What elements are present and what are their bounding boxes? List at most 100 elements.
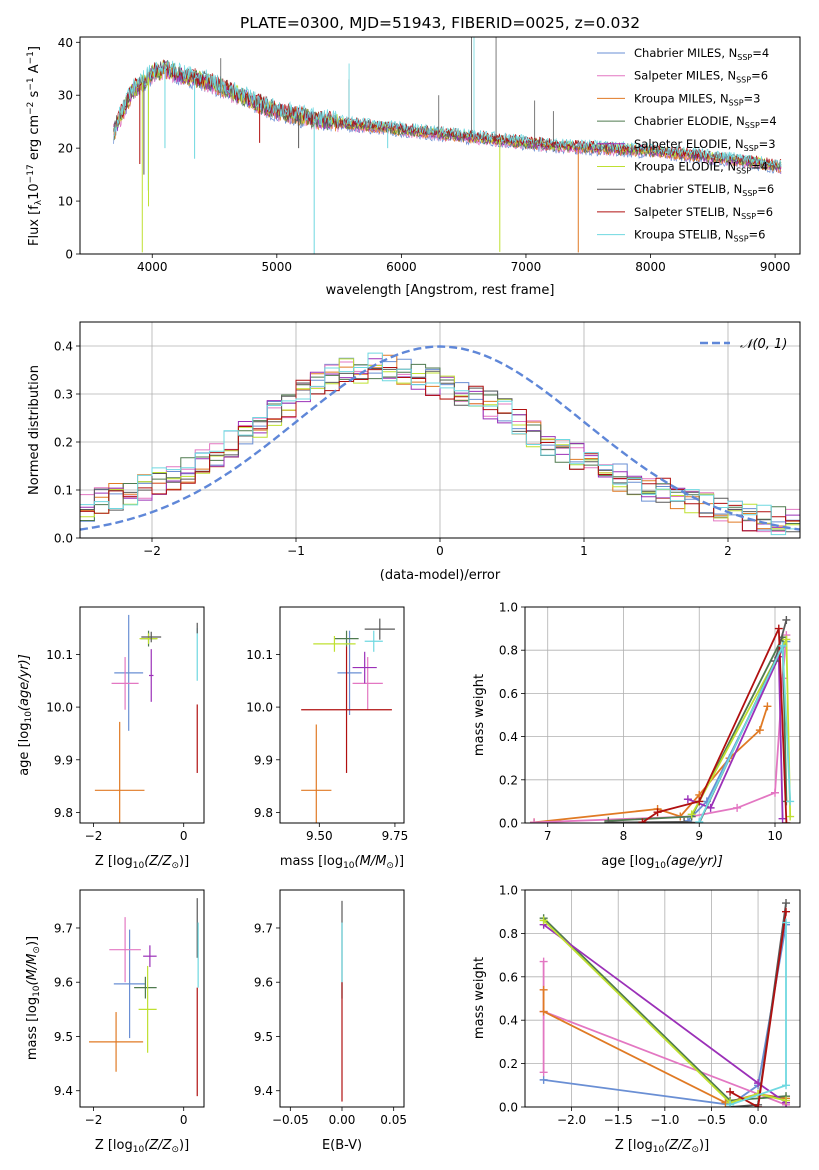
- y-tick-label: 9.7: [54, 921, 73, 935]
- salpeter_elodie-errorbar-point: [352, 651, 377, 684]
- mass-ebv-xlabel: E(B-V): [322, 1138, 362, 1153]
- kroupa_miles-errorbar-point: [301, 724, 332, 823]
- kroupa_elodie-plus-marker: [786, 812, 795, 821]
- kroupa_elodie-plus-marker: [782, 635, 791, 644]
- kroupa_stelib-plus-marker: [782, 918, 791, 927]
- kroupa_elodie-errorbar-point: [138, 965, 157, 1053]
- x-tick-label: 8000: [635, 260, 666, 274]
- y-tick-label: 0.8: [499, 927, 518, 941]
- y-tick-label: 0.2: [499, 773, 518, 787]
- y-tick-label: 1.0: [499, 884, 518, 898]
- salpeter_stelib-weight-line: [641, 628, 788, 823]
- salpeter_stelib-plus-marker: [774, 624, 783, 633]
- salpeter_stelib-histogram: [80, 367, 800, 532]
- x-tick-label: −1.5: [604, 1113, 633, 1127]
- y-tick-label: 9.5: [54, 1030, 73, 1044]
- salpeter_miles-plus-marker: [539, 957, 548, 966]
- chabrier_miles-errorbar-point: [337, 630, 362, 715]
- chabrier_elodie-legend-label: Chabrier ELODIE, NSSP=4: [634, 114, 777, 130]
- salpeter_elodie-plus-marker: [683, 795, 692, 804]
- figure-title: PLATE=0300, MJD=51943, FIBERID=0025, z=0…: [240, 14, 640, 32]
- kroupa_stelib-plus-marker: [778, 641, 787, 650]
- salpeter_elodie-plus-marker: [706, 803, 715, 812]
- y-tick-label: 0.4: [499, 730, 518, 744]
- x-tick-label: 0.0: [749, 1113, 768, 1127]
- y-tick-label: 1.0: [499, 601, 518, 615]
- weight-age-xlabel: age [log10(age/yr)]: [601, 854, 723, 871]
- kroupa_miles-plus-marker: [539, 985, 548, 994]
- histogram-legend: 𝒩(0, 1): [700, 337, 787, 352]
- salpeter_miles-errorbar-point: [111, 657, 139, 710]
- salpeter_stelib-errorbar-point: [301, 646, 392, 773]
- x-tick-label: 6000: [386, 260, 417, 274]
- y-tick-label: 9.6: [54, 976, 73, 990]
- kroupa_miles-legend-label: Kroupa MILES, NSSP=3: [634, 91, 760, 107]
- kroupa_elodie-errorbar-point: [139, 633, 158, 644]
- residual-histogram-panel: −2 −1 0 1 2 0.0 0.1 0.2 0.3 0.4 𝒩(0, 1) (data-mod…: [27, 321, 801, 583]
- chabrier_stelib-errorbar-point: [364, 618, 395, 640]
- kroupa_elodie-weight-line: [542, 919, 787, 1104]
- chabrier_stelib-plus-marker: [782, 615, 791, 624]
- mass-vs-extinction-panel: −0.05 0.00 0.05 9.4 9.5 9.6 9.7 E(B-V): [254, 889, 407, 1153]
- spectrum-legend: Chabrier MILES, NSSP=4 Salpeter MILES, NS…: [597, 46, 777, 244]
- y-tick-label: 0.4: [499, 1014, 518, 1028]
- weight-z-ylabel: mass weight: [472, 957, 487, 1039]
- kroupa_miles-weight-line: [534, 706, 769, 823]
- x-tick-label: −2: [85, 829, 103, 843]
- x-tick-label: 9.50: [306, 829, 333, 843]
- salpeter_stelib-plus-marker: [653, 808, 662, 817]
- kroupa_miles-plus-marker: [755, 726, 764, 735]
- weight-age-ylabel: mass weight: [472, 674, 487, 756]
- kroupa_elodie-errorbar-point: [313, 635, 356, 652]
- y-tick-label: 9.6: [254, 976, 273, 990]
- x-tick-label: 7000: [511, 260, 542, 274]
- salpeter_miles-plus-marker: [530, 818, 539, 823]
- kroupa_miles-errorbar-point: [89, 1012, 144, 1072]
- x-tick-label: −2.0: [557, 1113, 586, 1127]
- salpeter_miles-errorbar-point: [109, 917, 141, 983]
- x-tick-label: 9: [695, 829, 703, 843]
- salpeter_stelib-plus-marker: [782, 907, 791, 916]
- y-tick-label: 10.0: [46, 701, 73, 715]
- chabrier_elodie-weight-line: [608, 636, 788, 822]
- chabrier_miles-errorbar-point: [114, 614, 144, 731]
- kroupa_miles-plus-marker: [763, 702, 772, 711]
- kroupa_stelib-errorbar-point: [364, 630, 383, 652]
- spectrum-ylabel: Flux [fλ10−17 erg cm−2 s−1 A−1]: [26, 46, 44, 246]
- x-tick-label: 10: [767, 829, 782, 843]
- mass-weight-vs-age-panel: 7 8 9 10 0.0 0.2 0.4 0.6 0.8 1.0 age [log10(age/y…: [472, 601, 801, 871]
- y-tick-label: 9.9: [54, 753, 73, 767]
- weight-z-xlabel: Z [log10(Z/Z⊙)]: [615, 1138, 709, 1155]
- salpeter_stelib-plus-marker: [638, 818, 647, 823]
- mass-z-xlabel: Z [log10(Z/Z⊙)]: [95, 1138, 189, 1155]
- mass-z-ylabel: mass [log10(M/M⊙)]: [25, 936, 42, 1060]
- kroupa_stelib-plus-marker: [695, 817, 704, 823]
- kroupa_elodie-plus-marker: [782, 1096, 791, 1105]
- weight-age-axes-frame: [524, 606, 801, 824]
- x-tick-label: 4000: [137, 260, 168, 274]
- chabrier_stelib-plus-marker: [782, 899, 791, 908]
- kroupa_elodie-legend-label: Kroupa ELODIE, NSSP=4: [634, 160, 768, 176]
- x-tick-label: −2: [85, 1113, 103, 1127]
- kroupa_miles-errorbar-point: [94, 721, 145, 823]
- x-tick-label: −1.0: [650, 1113, 679, 1127]
- spectrum-xlabel: wavelength [Angstrom, rest frame]: [326, 283, 555, 298]
- age-vs-metallicity-panel: −2 0 9.8 9.9 10.0 10.1 Z [log10(Z/Z⊙)] age [l…: [17, 606, 205, 871]
- y-tick-label: 0.2: [499, 1057, 518, 1071]
- x-tick-label: 5000: [262, 260, 293, 274]
- chabrier_stelib-legend-label: Chabrier STELIB, NSSP=6: [634, 182, 774, 198]
- salpeter_elodie-legend-label: Salpeter ELODIE, NSSP=3: [634, 137, 776, 153]
- kroupa_elodie-plus-marker: [539, 916, 548, 925]
- y-tick-label: 20: [58, 142, 73, 156]
- histogram-xlabel: (data-model)/error: [380, 568, 501, 583]
- y-tick-label: 0: [65, 248, 73, 262]
- y-tick-label: 9.4: [254, 1084, 273, 1098]
- salpeter_miles-errorbar-point: [352, 657, 383, 710]
- x-tick-label: 0: [180, 829, 188, 843]
- age-z-ylabel: age [log10(age/yr)]: [17, 654, 34, 776]
- age-vs-mass-panel: 9.50 9.75 9.8 9.9 10.0 10.1 mass [log10(M/M⊙)…: [246, 606, 409, 871]
- x-tick-label: 9.75: [382, 829, 409, 843]
- spectrum-panel: 4000 5000 6000 7000 8000 9000 0 10 20 30 40 Chabri…: [26, 36, 801, 298]
- x-tick-label: −0.05: [272, 1113, 309, 1127]
